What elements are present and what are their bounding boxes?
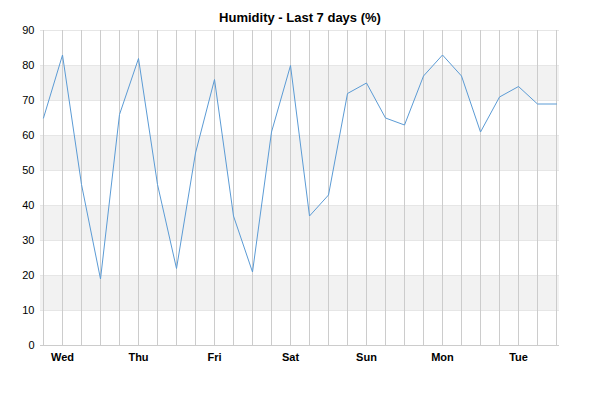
svg-text:80: 80 <box>22 59 34 71</box>
svg-text:Thu: Thu <box>128 351 148 363</box>
svg-text:40: 40 <box>22 199 34 211</box>
svg-text:90: 90 <box>22 24 34 36</box>
svg-text:Mon: Mon <box>431 351 454 363</box>
svg-text:10: 10 <box>22 304 34 316</box>
svg-text:Humidity - Last 7 days (%): Humidity - Last 7 days (%) <box>219 10 381 25</box>
svg-text:Fri: Fri <box>207 351 221 363</box>
svg-text:0: 0 <box>28 339 34 351</box>
svg-text:Tue: Tue <box>509 351 528 363</box>
svg-text:20: 20 <box>22 269 34 281</box>
svg-text:60: 60 <box>22 129 34 141</box>
svg-text:50: 50 <box>22 164 34 176</box>
svg-text:Wed: Wed <box>51 351 74 363</box>
svg-text:Sat: Sat <box>282 351 299 363</box>
svg-text:70: 70 <box>22 94 34 106</box>
svg-text:Sun: Sun <box>356 351 377 363</box>
svg-text:30: 30 <box>22 234 34 246</box>
